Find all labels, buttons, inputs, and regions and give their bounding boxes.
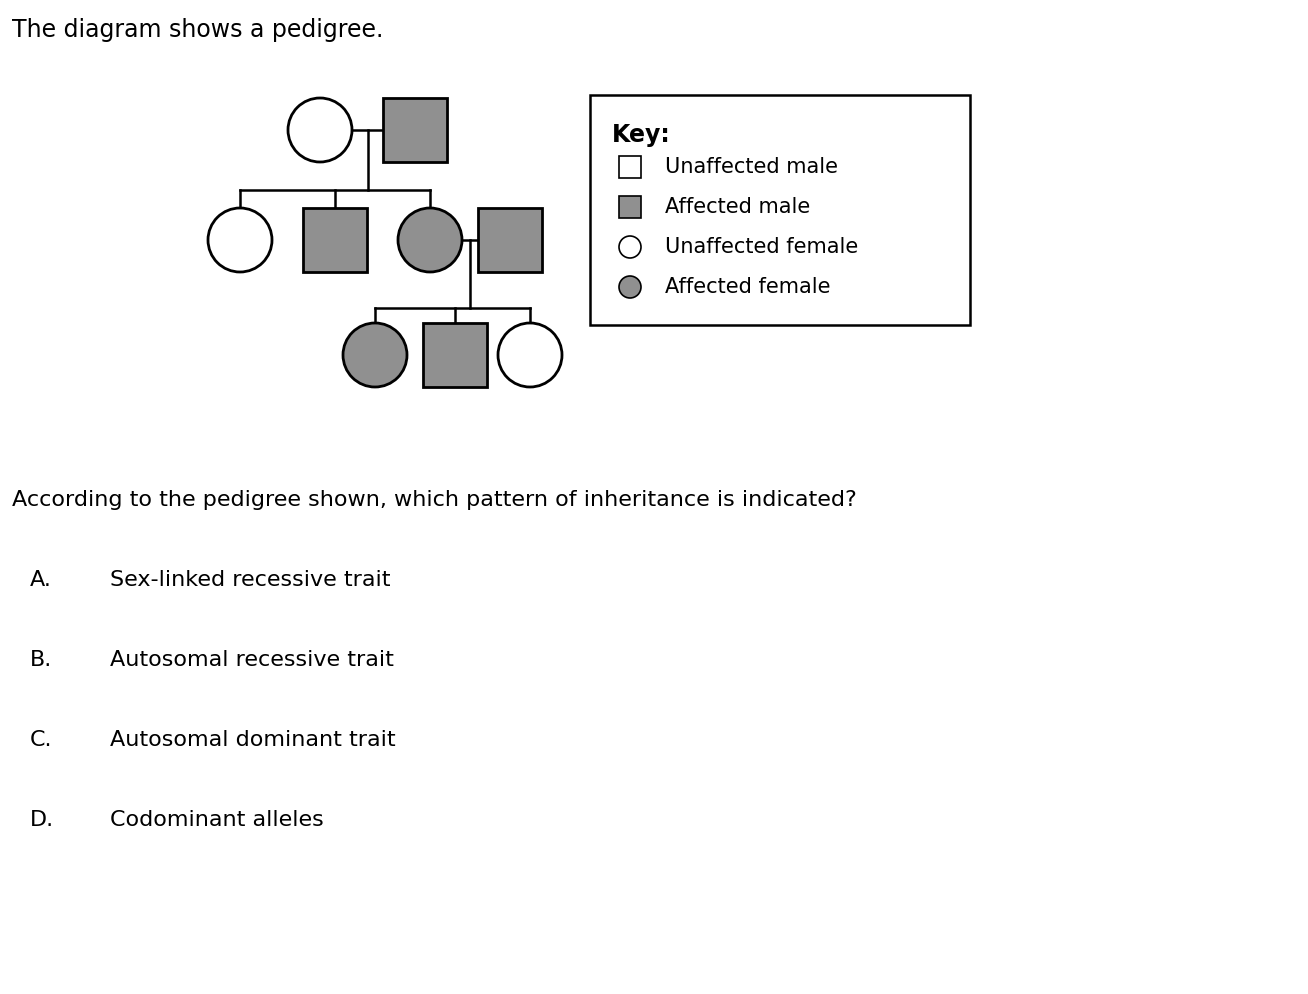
Ellipse shape bbox=[288, 98, 352, 162]
Ellipse shape bbox=[398, 208, 462, 272]
Text: According to the pedigree shown, which pattern of inheritance is indicated?: According to the pedigree shown, which p… bbox=[12, 490, 857, 510]
Bar bbox=[303, 208, 368, 272]
Bar bbox=[619, 156, 641, 178]
Ellipse shape bbox=[619, 236, 641, 258]
Text: Sex-linked recessive trait: Sex-linked recessive trait bbox=[110, 570, 391, 590]
Text: Unaffected male: Unaffected male bbox=[664, 157, 838, 177]
Bar bbox=[590, 95, 971, 325]
Text: Key:: Key: bbox=[612, 123, 671, 147]
Text: The diagram shows a pedigree.: The diagram shows a pedigree. bbox=[12, 18, 383, 42]
Bar bbox=[477, 208, 542, 272]
Bar bbox=[383, 98, 447, 162]
Ellipse shape bbox=[498, 323, 562, 387]
Ellipse shape bbox=[619, 276, 641, 298]
Ellipse shape bbox=[208, 208, 272, 272]
Ellipse shape bbox=[343, 323, 407, 387]
Bar bbox=[422, 323, 487, 387]
Text: A.: A. bbox=[30, 570, 52, 590]
Text: C.: C. bbox=[30, 730, 52, 750]
Text: Affected female: Affected female bbox=[664, 277, 831, 297]
Text: Affected male: Affected male bbox=[664, 197, 810, 217]
Text: Autosomal dominant trait: Autosomal dominant trait bbox=[110, 730, 395, 750]
Text: Unaffected female: Unaffected female bbox=[664, 237, 858, 257]
Text: D.: D. bbox=[30, 810, 54, 830]
Text: Autosomal recessive trait: Autosomal recessive trait bbox=[110, 650, 394, 670]
Bar bbox=[619, 196, 641, 218]
Text: Codominant alleles: Codominant alleles bbox=[110, 810, 324, 830]
Text: B.: B. bbox=[30, 650, 52, 670]
